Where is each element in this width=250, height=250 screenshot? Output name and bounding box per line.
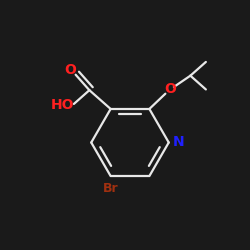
Text: O: O: [64, 63, 76, 77]
Text: Br: Br: [103, 182, 118, 194]
Text: O: O: [164, 82, 176, 96]
Text: N: N: [172, 136, 184, 149]
Text: HO: HO: [51, 98, 74, 112]
